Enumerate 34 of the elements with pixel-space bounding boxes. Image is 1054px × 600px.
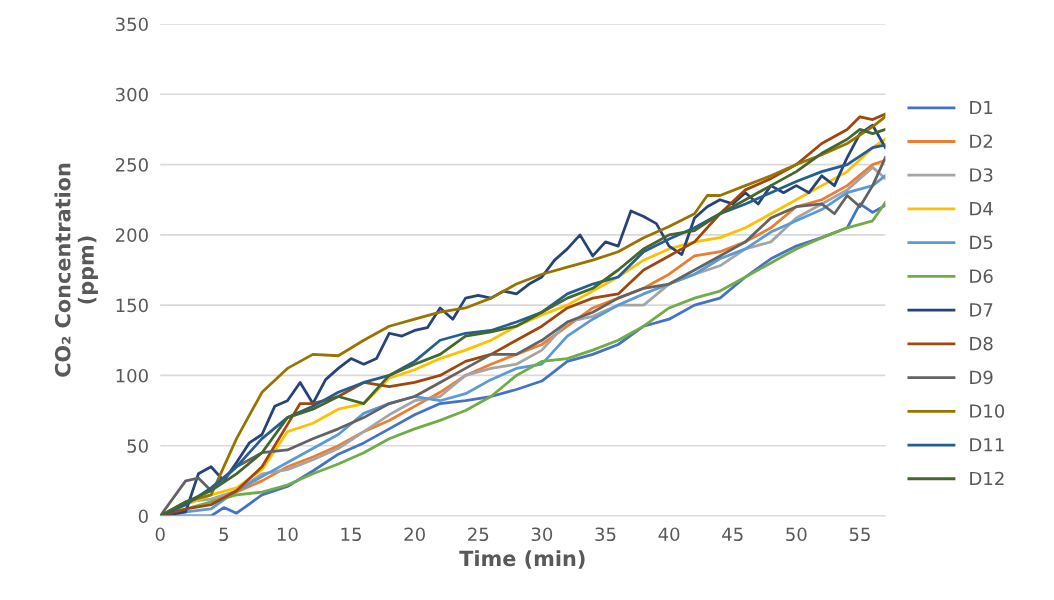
legend-label: D6 (970, 269, 993, 283)
x-tick-label: 0 (155, 527, 165, 542)
legend-label: D10 (970, 404, 1005, 418)
legend-label: D9 (970, 370, 993, 385)
x-axis-title: Time (min) (459, 550, 585, 569)
x-tick-label: 20 (404, 527, 425, 542)
legend-label: D3 (970, 168, 993, 182)
legend-label: D11 (970, 438, 1004, 452)
legend-label: D7 (970, 303, 993, 317)
legend-label: D2 (970, 134, 993, 148)
legend-label: D5 (970, 235, 993, 250)
y-tick-label: 200 (115, 228, 148, 242)
y-tick-label: 250 (115, 158, 148, 172)
x-tick-label: 15 (341, 527, 361, 542)
y-tick-label: 0 (138, 509, 148, 524)
y-axis-title: CO₂ Concentration (ppm) (54, 163, 98, 377)
y-tick-label: 350 (116, 17, 148, 32)
legend-label: D4 (970, 202, 993, 216)
legend-label: D8 (970, 336, 993, 351)
x-tick-label: 55 (849, 527, 870, 542)
x-tick-label: 5 (219, 527, 228, 542)
x-tick-label: 45 (722, 527, 743, 542)
x-tick-label: 50 (786, 527, 807, 542)
x-tick-label: 35 (595, 527, 616, 542)
y-tick-label: 100 (116, 368, 148, 383)
y-tick-label: 150 (116, 298, 148, 313)
y-tick-label: 300 (116, 87, 148, 102)
x-tick-label: 10 (277, 527, 298, 542)
x-tick-label: 40 (658, 527, 680, 542)
y-tick-label: 50 (127, 439, 148, 453)
x-tick-label: 30 (531, 527, 553, 542)
legend-label: D12 (970, 471, 1004, 486)
x-tick-label: 25 (468, 527, 489, 542)
legend-label: D1 (970, 100, 993, 115)
